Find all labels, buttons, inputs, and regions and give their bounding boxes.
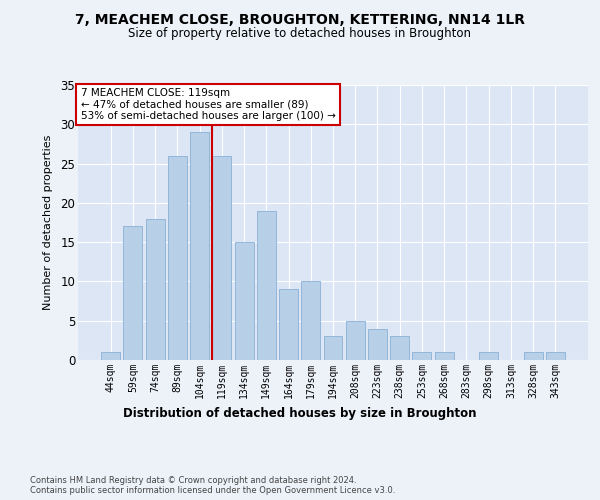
Bar bbox=[368, 328, 387, 360]
Bar bbox=[279, 290, 298, 360]
Bar bbox=[212, 156, 231, 360]
Bar bbox=[546, 352, 565, 360]
Bar bbox=[323, 336, 343, 360]
Bar bbox=[479, 352, 498, 360]
Text: Size of property relative to detached houses in Broughton: Size of property relative to detached ho… bbox=[128, 28, 472, 40]
Bar bbox=[146, 218, 164, 360]
Bar bbox=[435, 352, 454, 360]
Y-axis label: Number of detached properties: Number of detached properties bbox=[43, 135, 53, 310]
Bar bbox=[346, 320, 365, 360]
Bar bbox=[412, 352, 431, 360]
Bar bbox=[190, 132, 209, 360]
Text: 7, MEACHEM CLOSE, BROUGHTON, KETTERING, NN14 1LR: 7, MEACHEM CLOSE, BROUGHTON, KETTERING, … bbox=[75, 12, 525, 26]
Text: 7 MEACHEM CLOSE: 119sqm
← 47% of detached houses are smaller (89)
53% of semi-de: 7 MEACHEM CLOSE: 119sqm ← 47% of detache… bbox=[80, 88, 335, 121]
Bar bbox=[524, 352, 542, 360]
Text: Distribution of detached houses by size in Broughton: Distribution of detached houses by size … bbox=[123, 408, 477, 420]
Text: Contains HM Land Registry data © Crown copyright and database right 2024.
Contai: Contains HM Land Registry data © Crown c… bbox=[30, 476, 395, 495]
Bar bbox=[101, 352, 120, 360]
Bar bbox=[235, 242, 254, 360]
Bar bbox=[257, 210, 276, 360]
Bar bbox=[124, 226, 142, 360]
Bar bbox=[301, 282, 320, 360]
Bar bbox=[168, 156, 187, 360]
Bar bbox=[390, 336, 409, 360]
